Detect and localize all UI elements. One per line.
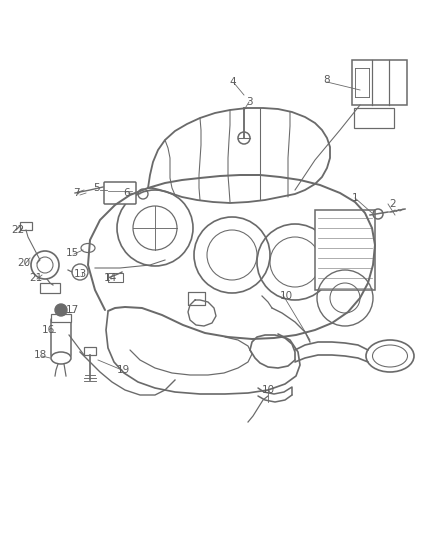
Bar	[51, 314, 71, 322]
Text: 16: 16	[41, 325, 55, 335]
Bar	[20, 222, 32, 230]
Text: 3: 3	[246, 97, 252, 107]
Text: 22: 22	[11, 225, 25, 235]
Text: 10: 10	[261, 385, 275, 395]
Text: 15: 15	[65, 248, 79, 258]
Text: 1: 1	[352, 193, 358, 203]
Bar	[108, 273, 123, 282]
Bar	[84, 347, 96, 355]
Text: 8: 8	[324, 75, 330, 85]
Text: 20: 20	[18, 258, 31, 268]
Text: 5: 5	[94, 183, 100, 193]
Text: 6: 6	[124, 188, 131, 198]
Ellipse shape	[51, 352, 71, 364]
Text: 10: 10	[279, 291, 293, 301]
Circle shape	[55, 304, 67, 316]
Text: 21: 21	[29, 273, 42, 283]
Text: 7: 7	[73, 188, 79, 198]
Text: 4: 4	[230, 77, 237, 87]
Text: 14: 14	[103, 273, 117, 283]
Bar	[40, 283, 60, 293]
Bar	[352, 60, 407, 105]
Text: 2: 2	[390, 199, 396, 209]
Ellipse shape	[366, 340, 414, 372]
FancyBboxPatch shape	[104, 182, 136, 204]
FancyBboxPatch shape	[51, 318, 71, 357]
Text: 18: 18	[33, 350, 46, 360]
Ellipse shape	[81, 244, 95, 253]
Text: 13: 13	[74, 269, 87, 279]
Bar	[315, 210, 375, 290]
Ellipse shape	[372, 345, 407, 367]
Text: 17: 17	[65, 305, 79, 315]
Bar	[354, 108, 394, 128]
Text: 19: 19	[117, 365, 130, 375]
